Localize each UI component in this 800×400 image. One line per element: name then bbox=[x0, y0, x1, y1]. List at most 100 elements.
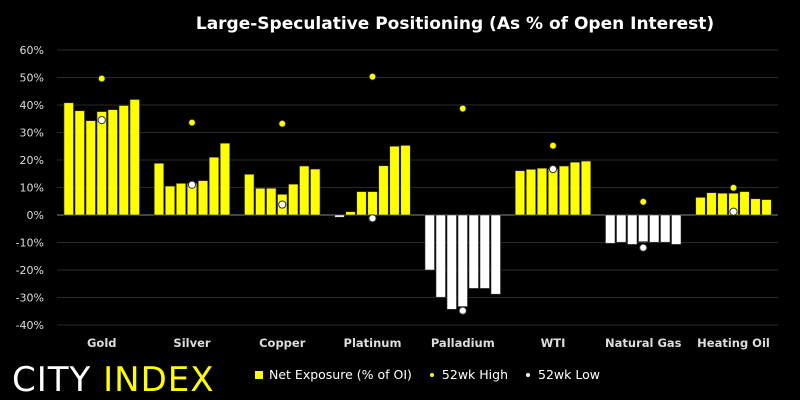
legend: Net Exposure (% of OI) 52wk High 52wk Lo… bbox=[255, 367, 600, 382]
city-index-logo: CITY INDEX bbox=[12, 360, 215, 400]
bar bbox=[255, 188, 266, 216]
high-marker bbox=[549, 141, 557, 150]
low-marker bbox=[729, 207, 738, 216]
x-tick-label: Platinum bbox=[344, 336, 402, 350]
bar bbox=[389, 145, 400, 216]
bar bbox=[671, 214, 682, 245]
y-tick-label: 40% bbox=[20, 99, 44, 112]
bar bbox=[118, 105, 129, 216]
bar bbox=[85, 120, 96, 216]
bar bbox=[288, 183, 299, 216]
high-marker bbox=[459, 104, 467, 113]
x-tick-label: Copper bbox=[259, 336, 306, 350]
bar bbox=[378, 165, 389, 216]
legend-net-exposure-label: Net Exposure (% of OI) bbox=[269, 367, 412, 382]
bar bbox=[739, 191, 750, 216]
bar bbox=[197, 180, 209, 216]
bar bbox=[638, 214, 649, 242]
bar bbox=[129, 99, 140, 216]
bar bbox=[536, 167, 548, 216]
high-marker bbox=[639, 198, 647, 206]
x-tick-label: Palladium bbox=[431, 336, 495, 350]
bar bbox=[649, 214, 660, 243]
bar bbox=[266, 188, 277, 216]
legend-high-label: 52wk High bbox=[441, 367, 508, 382]
bar bbox=[356, 191, 367, 216]
bar bbox=[468, 214, 479, 289]
bar bbox=[695, 197, 706, 216]
legend-low-marker bbox=[526, 372, 530, 377]
y-tick-label: -40% bbox=[16, 319, 44, 332]
bar bbox=[514, 170, 526, 216]
bar bbox=[717, 192, 728, 216]
bar bbox=[424, 214, 435, 271]
bar bbox=[334, 214, 345, 218]
legend-low-label: 52wk Low bbox=[538, 367, 600, 382]
bar bbox=[74, 110, 85, 216]
bar bbox=[525, 169, 537, 216]
x-tick-label: Natural Gas bbox=[605, 336, 682, 350]
bar bbox=[616, 214, 627, 243]
bar bbox=[627, 214, 638, 245]
y-tick-label: 50% bbox=[20, 72, 44, 85]
chart-title: Large-Speculative Positioning (As % of O… bbox=[195, 14, 715, 34]
bar bbox=[457, 214, 468, 307]
high-marker bbox=[98, 74, 106, 83]
bar bbox=[479, 214, 490, 289]
bar bbox=[750, 198, 761, 216]
bar bbox=[153, 163, 165, 216]
x-tick-label: Silver bbox=[173, 336, 210, 350]
bar bbox=[63, 102, 74, 216]
bar bbox=[761, 199, 772, 216]
bar bbox=[96, 111, 107, 216]
bar bbox=[446, 214, 457, 310]
bar bbox=[580, 160, 592, 216]
logo-city: CITY bbox=[12, 360, 92, 400]
x-tick-label: Heating Oil bbox=[697, 336, 770, 350]
bar bbox=[175, 183, 187, 216]
low-marker bbox=[187, 180, 197, 189]
y-tick-label: 10% bbox=[20, 182, 44, 195]
low-marker bbox=[368, 214, 377, 223]
legend-high-marker bbox=[429, 372, 434, 377]
bar bbox=[219, 142, 231, 216]
bar bbox=[706, 192, 717, 216]
bar bbox=[244, 174, 255, 216]
bar bbox=[299, 165, 310, 216]
y-tick-label: -30% bbox=[16, 292, 44, 305]
low-marker bbox=[97, 116, 106, 125]
y-tick-label: -20% bbox=[16, 264, 44, 277]
bar bbox=[569, 161, 581, 216]
high-marker bbox=[188, 118, 196, 127]
legend-net-exposure-swatch bbox=[255, 370, 263, 379]
y-tick-label: 20% bbox=[20, 154, 44, 167]
bar bbox=[107, 109, 118, 216]
low-marker bbox=[548, 164, 558, 174]
bar bbox=[558, 165, 570, 216]
x-tick-label: WTI bbox=[541, 336, 566, 350]
x-tick-label: Gold bbox=[87, 336, 117, 350]
high-marker bbox=[278, 119, 286, 128]
y-tick-label: 0% bbox=[27, 209, 44, 222]
bar bbox=[435, 214, 446, 298]
bar bbox=[547, 168, 559, 216]
y-tick-label: 60% bbox=[20, 44, 44, 57]
bar bbox=[345, 211, 356, 216]
high-marker bbox=[729, 184, 738, 192]
bar bbox=[660, 214, 671, 243]
bar bbox=[490, 214, 501, 295]
low-marker bbox=[458, 306, 467, 315]
bar bbox=[208, 156, 220, 216]
bar bbox=[400, 145, 411, 216]
bar bbox=[367, 191, 378, 216]
bar bbox=[605, 214, 616, 244]
y-tick-label: -10% bbox=[16, 237, 44, 250]
high-marker bbox=[368, 72, 377, 81]
bar bbox=[164, 185, 176, 216]
bar bbox=[310, 168, 321, 216]
low-marker bbox=[639, 243, 648, 252]
low-marker bbox=[278, 200, 287, 209]
y-tick-label: 30% bbox=[20, 127, 44, 140]
logo-index: INDEX bbox=[103, 360, 215, 400]
